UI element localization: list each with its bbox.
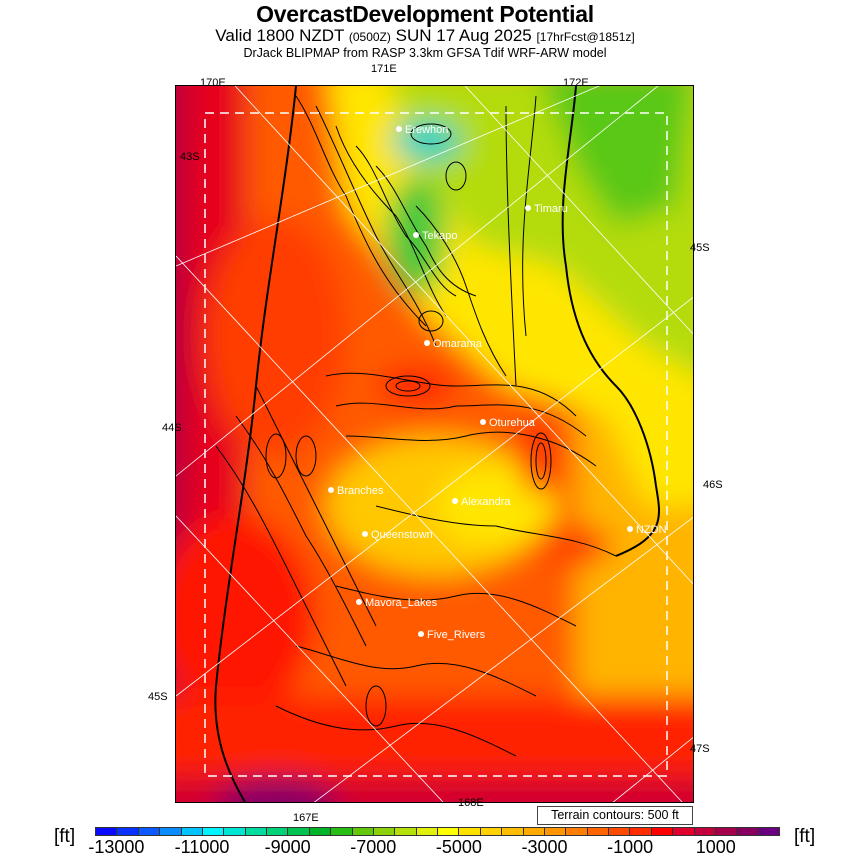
terrain-contour-note: Terrain contours: 500 ft	[537, 806, 693, 825]
colorbar-swatch	[715, 828, 738, 835]
svg-text:Five_Rivers: Five_Rivers	[427, 629, 486, 641]
colorbar-swatch	[117, 828, 139, 835]
city-nzdn: NZDN	[627, 524, 667, 536]
svg-text:Mavora_Lakes: Mavora_Lakes	[365, 597, 438, 609]
colorbar-swatch	[523, 828, 545, 835]
valid-date: SUN 17 Aug 2025	[395, 26, 532, 45]
city-markers: Erewhon Timaru Tekapo Omarama Oturehua B…	[328, 124, 667, 641]
city-five-rivers: Five_Rivers	[418, 629, 486, 641]
colorbar-unit-left: [ft]	[54, 826, 76, 847]
lon-label-172e: 172E	[563, 77, 589, 89]
lat-label-47s: 47S	[690, 743, 710, 755]
colorbar-swatch	[96, 828, 118, 835]
forecast-info: [17hrFcst@1851z]	[536, 30, 635, 44]
svg-text:Alexandra: Alexandra	[461, 496, 511, 508]
svg-text:Timaru: Timaru	[534, 203, 568, 215]
svg-text:Oturehua: Oturehua	[489, 417, 536, 429]
svg-text:Omarama: Omarama	[433, 338, 483, 350]
colorbar-swatch	[138, 828, 161, 835]
svg-text:Queenstown: Queenstown	[371, 529, 433, 541]
map-canvas: Erewhon Timaru Tekapo Omarama Oturehua B…	[176, 86, 693, 802]
colorbar-label: 1000	[695, 837, 736, 857]
lat-label-44s: 44S	[162, 422, 182, 434]
colorbar-label: -7000	[350, 837, 397, 857]
colorbar-label: -9000	[264, 837, 311, 857]
colorbar-swatch	[245, 828, 267, 835]
colorbar-swatch	[373, 828, 396, 835]
lon-label-168e: 168E	[458, 797, 484, 809]
city-queenstown: Queenstown	[362, 529, 433, 541]
colorbar-swatch	[395, 828, 417, 835]
colorbar	[95, 827, 780, 836]
forecast-map: Erewhon Timaru Tekapo Omarama Oturehua B…	[175, 85, 694, 803]
svg-text:Erewhon: Erewhon	[405, 124, 448, 136]
colorbar-unit-right: [ft]	[794, 826, 816, 847]
colorbar-swatch	[694, 828, 716, 835]
lat-label-46s: 46S	[703, 479, 723, 491]
city-alexandra: Alexandra	[452, 496, 511, 508]
colorbar-swatch	[352, 828, 374, 835]
city-timaru: Timaru	[525, 203, 568, 215]
colorbar-swatch	[673, 828, 695, 835]
colorbar-swatch	[758, 828, 779, 835]
colorbar-swatch	[202, 828, 225, 835]
colorbar-swatch	[309, 828, 332, 835]
city-mavora-lakes: Mavora_Lakes	[356, 597, 438, 609]
city-tekapo: Tekapo	[413, 230, 457, 242]
graticule	[176, 86, 693, 802]
lat-label-43s: 43S	[180, 151, 200, 163]
colorbar-swatch	[459, 828, 481, 835]
colorbar-swatch	[480, 828, 503, 835]
lat-label-45s-left: 45S	[148, 691, 168, 703]
colorbar-swatch	[502, 828, 524, 835]
svg-text:Branches: Branches	[337, 485, 384, 497]
terrain-contours	[215, 95, 617, 757]
lon-label-170e: 170E	[200, 77, 226, 89]
colorbar-label: -13000	[88, 837, 145, 857]
colorbar-swatch	[544, 828, 567, 835]
city-oturehua: Oturehua	[480, 417, 536, 429]
valid-zulu: (0500Z)	[348, 30, 391, 44]
model-info: DrJack BLIPMAP from RASP 3.3km GFSA Tdif…	[243, 46, 607, 60]
colorbar-swatch	[566, 828, 588, 835]
city-branches: Branches	[328, 485, 384, 497]
colorbar-swatch	[737, 828, 759, 835]
colorbar-swatch	[288, 828, 310, 835]
valid-time: Valid 1800 NZDT (0500Z) SUN 17 Aug 2025 …	[0, 26, 850, 46]
colorbar-swatch	[160, 828, 182, 835]
colorbar-label: -3000	[521, 837, 568, 857]
lat-label-45s-right: 45S	[690, 242, 710, 254]
valid-main: Valid 1800 NZDT	[215, 26, 345, 45]
city-erewhon: Erewhon	[396, 124, 448, 136]
colorbar-swatch	[587, 828, 609, 835]
colorbar-swatch	[267, 828, 289, 835]
svg-text:NZDN: NZDN	[636, 524, 667, 536]
colorbar-label: -1000	[607, 837, 654, 857]
overcast-field	[176, 86, 693, 802]
lon-label-171e: 171E	[371, 63, 397, 75]
city-omarama: Omarama	[424, 338, 483, 350]
colorbar-swatch	[651, 828, 674, 835]
colorbar-label: -5000	[435, 837, 482, 857]
lon-label-167e: 167E	[293, 812, 319, 824]
chart-title: OvercastDevelopment Potential	[256, 1, 594, 27]
colorbar-swatch	[438, 828, 460, 835]
colorbar-swatch	[331, 828, 353, 835]
domain-boundary	[204, 112, 668, 777]
colorbar-swatch	[224, 828, 246, 835]
colorbar-label: -11000	[174, 837, 230, 857]
colorbar-swatch	[416, 828, 438, 835]
colorbar-swatch	[630, 828, 652, 835]
colorbar-swatch	[181, 828, 203, 835]
colorbar-swatch	[609, 828, 631, 835]
svg-text:Tekapo: Tekapo	[422, 230, 457, 242]
